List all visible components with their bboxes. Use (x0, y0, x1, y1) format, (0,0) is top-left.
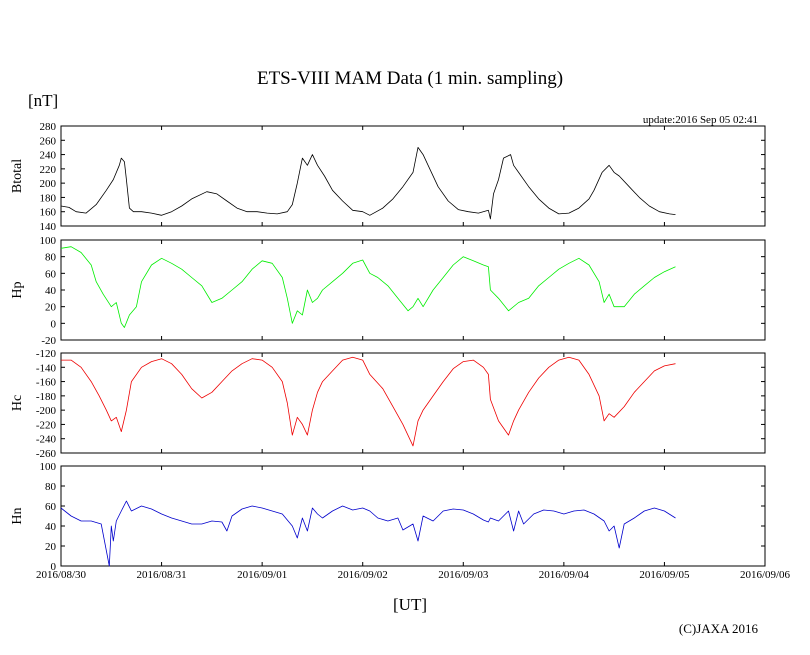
ytick-label-hp: 0 (51, 318, 57, 330)
unit-label: [nT] (28, 91, 58, 110)
ytick-label-btotal: 200 (40, 178, 57, 190)
ytick-label-btotal: 260 (40, 135, 57, 147)
ylabel-hn: Hn (10, 507, 25, 524)
xtick-label: 2016/09/06 (740, 569, 791, 581)
series-line-hp (60, 246, 676, 328)
ytick-label-btotal: 220 (40, 164, 57, 176)
panel-hp: -20 0 20 40 60 80 100 Hp (10, 235, 766, 347)
ytick-label-btotal: 240 (40, 150, 57, 162)
panel-hc: -260 -240 -220 -200 -180 -160 -140 -120 Hc (10, 348, 766, 460)
ytick-label-hn: 40 (45, 521, 57, 533)
xtick-label: 2016/09/05 (639, 569, 690, 581)
panel-frame-hp (60, 239, 766, 341)
ytick-label-btotal: 160 (40, 207, 57, 219)
ytick-label-hc: -220 (36, 419, 57, 431)
xtick-label: 2016/08/30 (36, 569, 87, 581)
panel-frame-hn (60, 465, 766, 567)
ytick-label-hp: -20 (41, 335, 56, 347)
ytick-label-hp: 40 (45, 285, 57, 297)
panels-group: 140160180200220240260280Btotal-200204060… (10, 121, 766, 573)
ytick-label-hp: 100 (40, 235, 57, 247)
panel-frame-btotal (60, 125, 766, 227)
ytick-label-hc: -200 (36, 405, 57, 417)
panel-frame-hc (60, 352, 766, 454)
ytick-label-hc: -160 (36, 377, 57, 389)
ytick-label-btotal: 140 (40, 221, 57, 233)
series-line-btotal (60, 146, 676, 220)
ytick-label-hp: 20 (45, 302, 57, 314)
ytick-label-btotal: 180 (40, 192, 57, 204)
ytick-label-hn: 20 (45, 541, 57, 553)
panel-btotal: 140 160 180 200 220 240 260 280 Btotal (10, 121, 766, 233)
ytick-label-hc: -260 (36, 448, 57, 460)
chart-title: ETS-VIII MAM Data (1 min. sampling) (257, 68, 563, 89)
ytick-label-hc: -120 (36, 348, 57, 360)
ytick-label-hp: 80 (45, 252, 57, 264)
ytick-label-hp: 60 (45, 268, 57, 280)
ylabel-hp: Hp (10, 281, 25, 298)
ytick-label-hn: 100 (40, 461, 57, 473)
ytick-label-hc: -140 (36, 362, 57, 374)
ytick-label-hc: -240 (36, 434, 57, 446)
ytick-label-hn: 0 (51, 561, 57, 573)
panel-hn: 0 20 40 60 80 100 Hn (10, 461, 766, 573)
ytick-label-btotal: 280 (40, 121, 57, 133)
xtick-label: 2016/09/01 (237, 569, 287, 581)
xtick-label: 2016/09/02 (338, 569, 388, 581)
ylabel-btotal: Btotal (10, 159, 25, 193)
xtick-label: 2016/08/31 (137, 569, 187, 581)
ytick-label-hn: 80 (45, 481, 57, 493)
x-axis-label: [UT] (393, 595, 427, 614)
update-timestamp: update:2016 Sep 05 02:41 (643, 114, 758, 126)
series-line-hn (60, 500, 676, 567)
ytick-label-hc: -180 (36, 391, 57, 403)
ylabel-hc: Hc (10, 395, 25, 411)
series-line-hc (61, 356, 676, 447)
copyright-text: (C)JAXA 2016 (679, 621, 759, 636)
xtick-label: 2016/09/03 (438, 569, 489, 581)
ytick-label-hn: 60 (45, 501, 57, 513)
xtick-label: 2016/09/04 (539, 569, 590, 581)
x-axis: 2016/08/30 2016/08/31 2016/09/01 2016/09/02… (36, 569, 791, 581)
